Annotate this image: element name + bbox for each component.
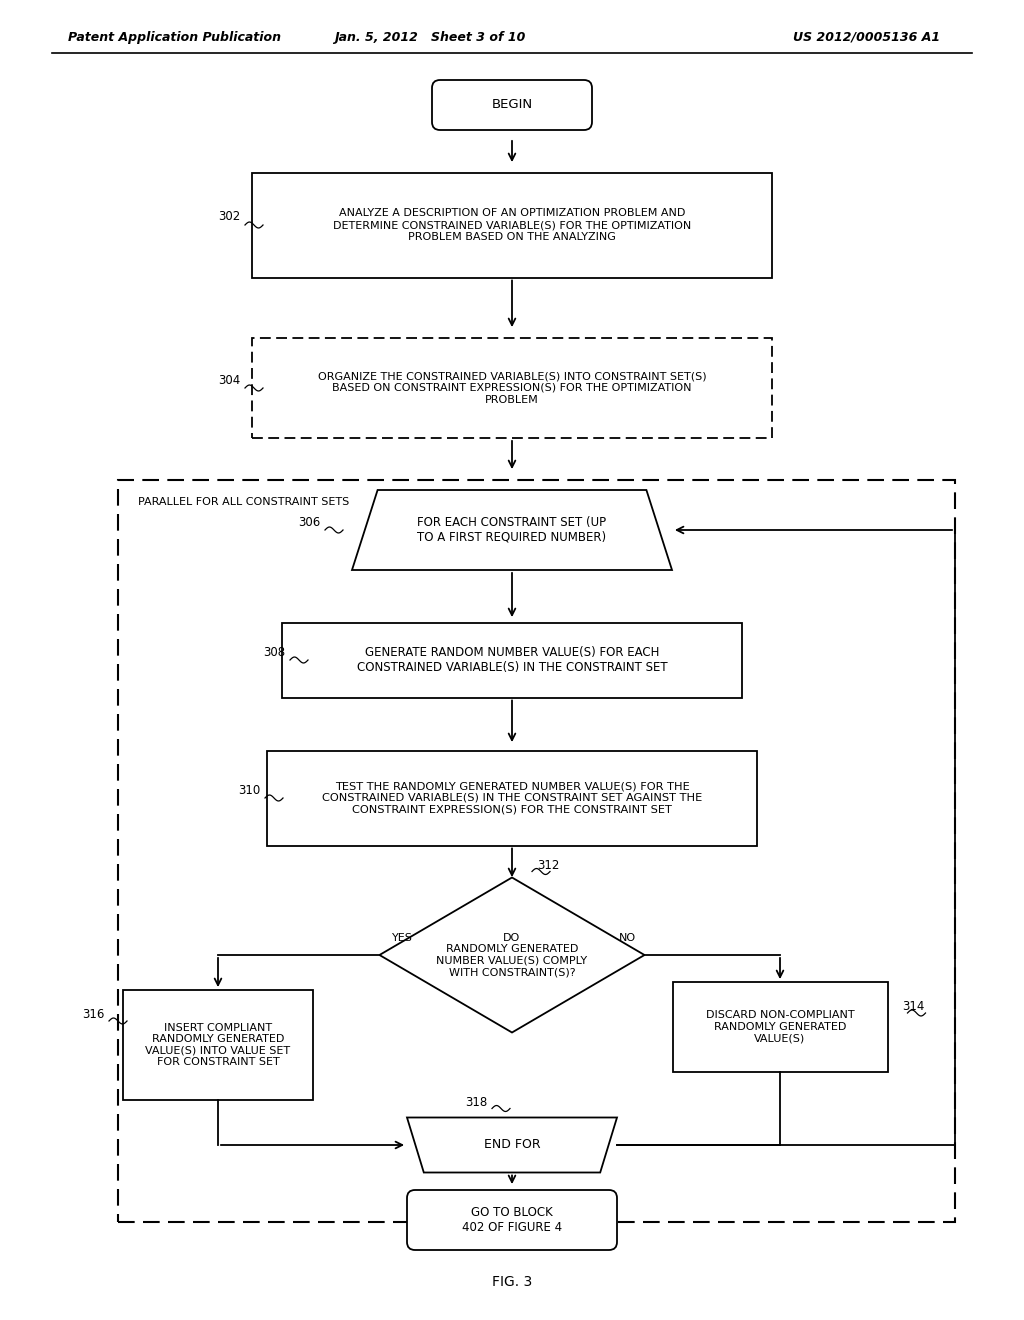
Text: 304: 304 <box>218 374 240 387</box>
Text: NO: NO <box>620 933 637 942</box>
Polygon shape <box>407 1118 617 1172</box>
Text: ORGANIZE THE CONSTRAINED VARIABLE(S) INTO CONSTRAINT SET(S)
BASED ON CONSTRAINT : ORGANIZE THE CONSTRAINED VARIABLE(S) INT… <box>317 371 707 405</box>
Bar <box>118 480 955 1222</box>
Text: 308: 308 <box>263 645 285 659</box>
Bar <box>267 751 757 846</box>
Text: Patent Application Publication: Patent Application Publication <box>68 30 281 44</box>
Text: ANALYZE A DESCRIPTION OF AN OPTIMIZATION PROBLEM AND
DETERMINE CONSTRAINED VARIA: ANALYZE A DESCRIPTION OF AN OPTIMIZATION… <box>333 209 691 242</box>
Text: 318: 318 <box>465 1096 487 1109</box>
Text: GO TO BLOCK
402 OF FIGURE 4: GO TO BLOCK 402 OF FIGURE 4 <box>462 1206 562 1234</box>
Text: 314: 314 <box>902 1001 925 1014</box>
Text: INSERT COMPLIANT
RANDOMLY GENERATED
VALUE(S) INTO VALUE SET
FOR CONSTRAINT SET: INSERT COMPLIANT RANDOMLY GENERATED VALU… <box>145 1023 291 1068</box>
Text: GENERATE RANDOM NUMBER VALUE(S) FOR EACH
CONSTRAINED VARIABLE(S) IN THE CONSTRAI: GENERATE RANDOM NUMBER VALUE(S) FOR EACH… <box>356 645 668 675</box>
Text: Jan. 5, 2012   Sheet 3 of 10: Jan. 5, 2012 Sheet 3 of 10 <box>334 30 525 44</box>
FancyBboxPatch shape <box>407 1191 617 1250</box>
Polygon shape <box>352 490 672 570</box>
Bar <box>673 982 888 1072</box>
Bar <box>282 623 742 697</box>
Text: YES: YES <box>391 933 413 942</box>
Text: 312: 312 <box>537 859 559 873</box>
Text: FIG. 3: FIG. 3 <box>492 1275 532 1290</box>
Text: END FOR: END FOR <box>483 1138 541 1151</box>
Bar <box>252 338 772 438</box>
Text: PARALLEL FOR ALL CONSTRAINT SETS: PARALLEL FOR ALL CONSTRAINT SETS <box>138 498 349 507</box>
Bar <box>252 173 772 277</box>
Text: 316: 316 <box>83 1008 105 1022</box>
Bar <box>123 990 313 1100</box>
Polygon shape <box>380 878 644 1032</box>
Text: DO
RANDOMLY GENERATED
NUMBER VALUE(S) COMPLY
WITH CONSTRAINT(S)?: DO RANDOMLY GENERATED NUMBER VALUE(S) CO… <box>436 933 588 977</box>
Text: US 2012/0005136 A1: US 2012/0005136 A1 <box>793 30 940 44</box>
Text: 302: 302 <box>218 210 240 223</box>
Text: DISCARD NON-COMPLIANT
RANDOMLY GENERATED
VALUE(S): DISCARD NON-COMPLIANT RANDOMLY GENERATED… <box>706 1010 854 1044</box>
Text: 310: 310 <box>238 784 260 796</box>
Text: TEST THE RANDOMLY GENERATED NUMBER VALUE(S) FOR THE
CONSTRAINED VARIABLE(S) IN T: TEST THE RANDOMLY GENERATED NUMBER VALUE… <box>322 781 702 814</box>
Text: BEGIN: BEGIN <box>492 99 532 111</box>
FancyBboxPatch shape <box>432 81 592 129</box>
Text: FOR EACH CONSTRAINT SET (UP
TO A FIRST REQUIRED NUMBER): FOR EACH CONSTRAINT SET (UP TO A FIRST R… <box>418 516 606 544</box>
Text: 306: 306 <box>298 516 319 528</box>
